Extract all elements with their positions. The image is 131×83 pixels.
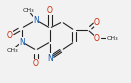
Text: N: N	[47, 54, 53, 62]
Text: N: N	[19, 38, 25, 46]
Text: O: O	[33, 60, 39, 68]
Text: CH₃: CH₃	[106, 36, 118, 41]
Text: O: O	[7, 30, 13, 40]
Text: O: O	[94, 18, 100, 26]
Text: CH₃: CH₃	[22, 7, 34, 13]
Text: O: O	[47, 5, 53, 15]
Text: O: O	[94, 34, 100, 42]
Text: N: N	[33, 16, 39, 24]
Text: CH₃: CH₃	[6, 47, 18, 53]
